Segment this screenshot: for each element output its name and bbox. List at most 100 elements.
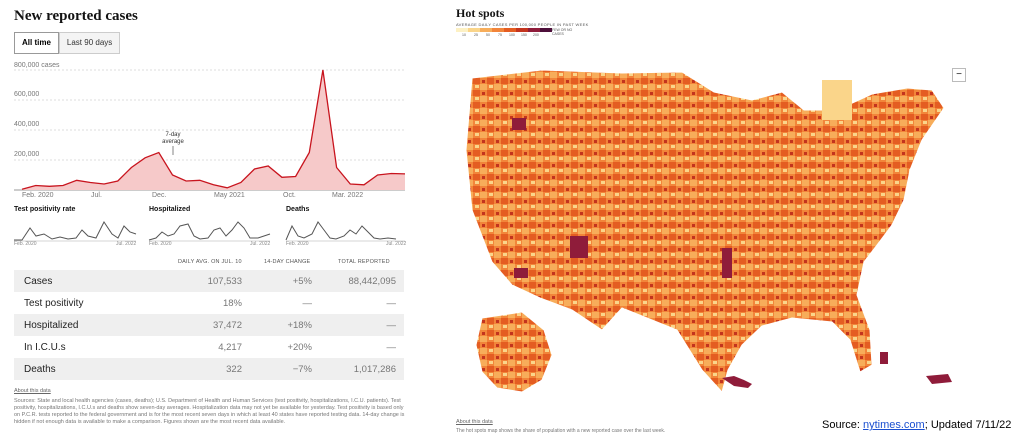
row-change: +5% [292,276,312,287]
col-header-total: TOTAL REPORTED [338,259,390,265]
map-note: The hot spots map shows the share of pop… [456,428,666,434]
legend-tick: 10 [462,33,466,37]
table-row: In I.C.U.s 4,217 +20% — [14,336,404,358]
source-link[interactable]: nytimes.com [862,419,925,431]
x-tick-label: Jul. [91,192,102,199]
page-title: New reported cases [14,8,138,24]
row-total: — [386,298,397,309]
row-change: −7% [292,364,312,375]
low-case-region [822,80,852,120]
table-row: Cases 107,533 +5% 88,442,095 [14,270,404,292]
legend-swatch [456,28,468,32]
map-about-link[interactable]: About this data [456,419,493,425]
x-tick-label: Oct. [283,192,296,199]
alaska-shape [475,311,553,393]
row-avg: 4,217 [218,342,242,353]
annotation-line2: average [162,139,184,145]
cases-line [21,69,406,190]
row-avg: 37,472 [212,320,242,331]
mini-x-end: Jul. 2022 [250,241,271,247]
hot-spot-cluster [514,268,528,278]
row-change: +20% [287,342,312,353]
col-header-change: 14-DAY CHANGE [264,259,311,265]
table-row: Deaths 322 −7% 1,017,286 [14,358,404,380]
hot-spots-panel: Hot spots AVERAGE DAILY CASES PER 100,00… [452,0,977,442]
legend-tick: 25 [474,33,478,37]
legend-caption: AVERAGE DAILY CASES PER 100,000 PEOPLE I… [456,22,589,27]
legend-swatch [468,28,480,32]
row-change: — [302,298,313,309]
table-row: Hospitalized 37,472 +18% — [14,314,404,336]
table-row: Test positivity 18% — — [14,292,404,314]
mini-x-start: Feb. 2020 [14,241,37,247]
row-total: 1,017,286 [353,364,396,375]
contiguous-us-shape [465,69,945,394]
row-total: — [386,342,397,353]
data-notes: Sources: State and local health agencies… [14,398,405,425]
time-range-tabs: All time Last 90 days [14,32,121,54]
hot-spots-title: Hot spots [456,6,505,20]
tab-last-90-days[interactable]: Last 90 days [58,32,121,54]
legend-tick: 200 [533,33,539,37]
legend-swatch [540,28,552,32]
y-tick-label: 400,000 [14,121,40,128]
zoom-out-button[interactable]: − [952,68,966,82]
x-tick-label: May 2021 [214,192,245,199]
hot-spot-cluster [570,236,588,258]
y-tick-label: 800,000 cases [14,62,60,69]
hot-spot-cluster [722,248,732,278]
hawaii-shape [722,376,752,388]
about-data-link[interactable]: About this data [14,388,51,394]
mini-chart-title: Deaths [286,206,310,213]
legend-few-cases: FEW OR NO CASES [552,28,573,36]
y-tick-label: 600,000 [14,91,40,98]
row-avg: 322 [226,364,242,375]
test-positivity-sparkline [14,221,137,241]
legend-tick: 150 [521,33,527,37]
legend-tick: 75 [498,33,502,37]
legend-tick: 50 [486,33,490,37]
legend-swatch [504,28,516,32]
row-change: +18% [287,320,312,331]
row-avg: 107,533 [207,276,242,287]
row-name: Cases [24,276,53,287]
cases-area [22,70,405,190]
mini-x-end: Jul. 2022 [116,241,137,247]
mini-chart-title: Hospitalized [149,206,191,213]
deaths-sparkline [285,221,397,241]
x-tick-label: Feb. 2020 [22,192,54,199]
legend-swatch [516,28,528,32]
us-hot-spots-map[interactable] [452,0,977,420]
row-name: In I.C.U.s [24,342,66,353]
row-total: — [386,320,397,331]
hot-spot-cluster [512,118,526,130]
x-tick-label: Mar. 2022 [332,192,364,199]
row-avg: 18% [222,298,242,309]
mini-chart-title: Test positivity rate [14,206,76,213]
source-suffix: ; Updated 7/11/22 [924,419,1012,431]
hospitalized-sparkline [148,221,271,241]
row-name: Hospitalized [24,320,79,331]
row-name: Test positivity [24,298,84,309]
row-name: Deaths [24,364,56,375]
mini-charts [14,221,405,242]
source-prefix: Source: [822,419,863,431]
legend-swatch [528,28,540,32]
row-total: 88,442,095 [348,276,396,287]
legend-tick: 100 [509,33,515,37]
y-tick-label: 200,000 [14,151,40,158]
hot-spot-cluster [880,352,888,364]
mini-x-end: Jul. 2022 [386,241,407,247]
color-legend [456,28,552,32]
covid-cases-panel: New reported cases All time Last 90 days… [0,0,420,442]
legend-swatch [492,28,504,32]
source-credit: Source: nytimes.com; Updated 7/11/22 [822,419,1011,431]
col-header-avg: DAILY AVG. ON JUL. 10 [178,259,242,265]
annotation-line1: 7-day [165,132,180,138]
puerto-rico-shape [926,374,952,384]
cases-chart: 7-day average [14,69,406,191]
tab-all-time[interactable]: All time [14,32,59,54]
x-tick-label: Dec. [152,192,167,199]
legend-swatch [480,28,492,32]
mini-x-start: Feb. 2020 [149,241,172,247]
